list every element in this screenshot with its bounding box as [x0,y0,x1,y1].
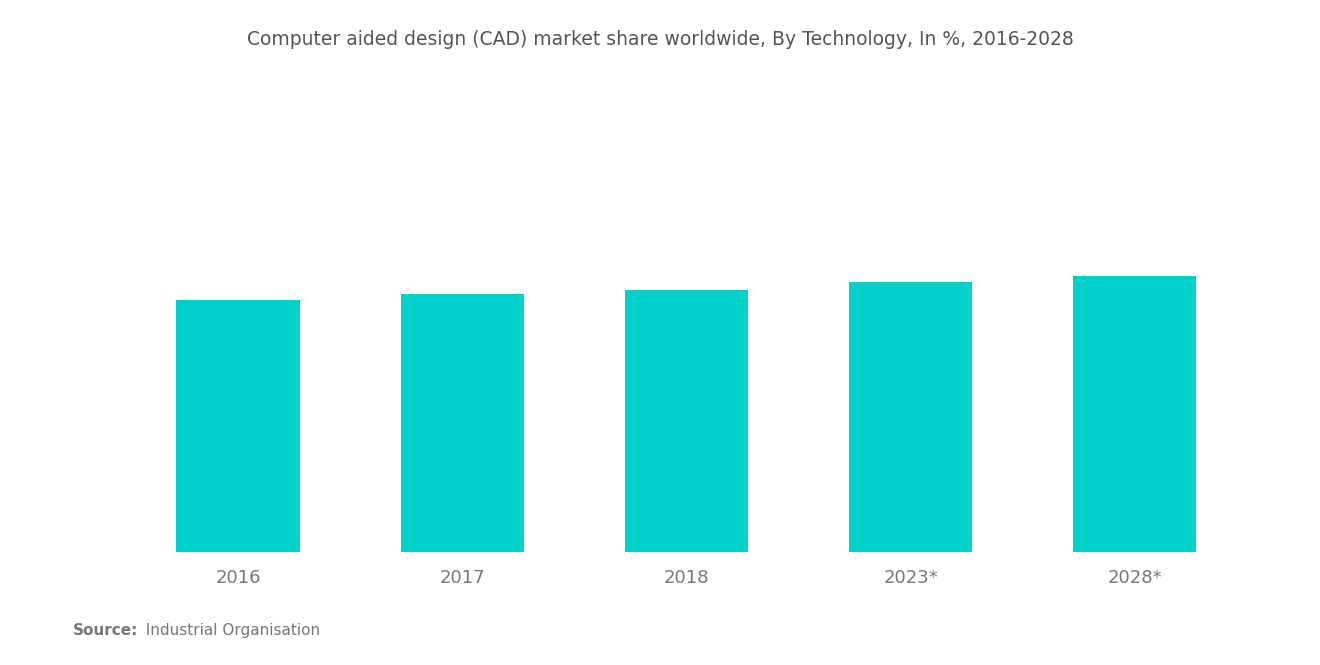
Text: Computer aided design (CAD) market share worldwide, By Technology, In %, 2016-20: Computer aided design (CAD) market share… [247,30,1073,49]
Text: Source:: Source: [73,623,139,638]
Bar [177,301,300,552]
Bar [849,282,973,552]
Text: Industrial Organisation: Industrial Organisation [136,623,319,638]
Bar [400,295,524,552]
Bar [624,291,748,552]
Bar [1073,276,1196,552]
